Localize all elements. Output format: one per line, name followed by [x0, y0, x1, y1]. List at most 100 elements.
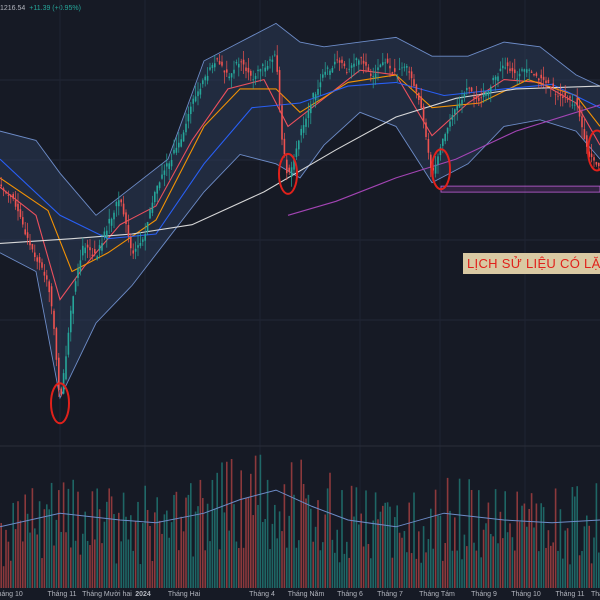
candle-body	[418, 92, 420, 101]
candle-body	[576, 98, 578, 106]
candle-body	[562, 96, 564, 99]
ma-line-5	[287, 104, 600, 216]
candle-body	[319, 82, 322, 88]
volume-bar	[401, 537, 403, 588]
volume-bar	[370, 558, 372, 588]
candle-body	[377, 67, 379, 70]
candle-body	[492, 77, 494, 81]
candle-body	[401, 67, 403, 69]
candle-body	[151, 202, 154, 213]
candle-body	[427, 139, 430, 153]
candle-body	[132, 250, 134, 254]
candle-body	[204, 76, 206, 81]
volume-bar	[106, 501, 108, 588]
candle-body	[406, 66, 408, 68]
volume-bar	[382, 505, 384, 588]
volume-bar	[511, 537, 514, 588]
candle-body	[470, 87, 473, 92]
x-tick-label: Tháng 4	[249, 591, 275, 598]
volume-bar	[89, 545, 91, 588]
volume-bar	[67, 488, 70, 588]
candle-body	[197, 91, 199, 97]
candle-body	[437, 156, 439, 165]
volume-bar	[514, 550, 516, 588]
candle-body	[336, 59, 338, 61]
volume-bar	[454, 517, 456, 588]
support-rect	[440, 185, 600, 193]
volume-bar	[360, 513, 362, 588]
volume-bar	[180, 516, 182, 588]
candle-body	[55, 328, 58, 360]
volume-bar	[226, 461, 228, 588]
volume-panel	[0, 445, 600, 588]
candle-body	[317, 88, 319, 95]
low-marker-1	[50, 382, 70, 425]
candle-body	[240, 61, 242, 63]
candle-body	[302, 125, 305, 133]
volume-bar	[343, 553, 346, 588]
volume-bar	[362, 546, 365, 588]
candle-body	[65, 356, 67, 380]
candle-body	[430, 154, 432, 168]
volume-bar	[422, 526, 425, 588]
candle-body	[216, 58, 218, 60]
candle-body	[149, 209, 151, 219]
volume-bar	[264, 519, 266, 588]
candle-body	[274, 54, 276, 56]
volume-bar	[223, 512, 226, 588]
x-tick-label: Tháng 7	[377, 591, 403, 598]
candle-body	[254, 75, 257, 79]
volume-bar	[233, 504, 235, 588]
candle-body	[511, 67, 514, 72]
candle-body	[338, 60, 341, 63]
volume-bar	[166, 510, 168, 588]
candle-body	[106, 230, 108, 239]
volume-bar	[413, 492, 415, 588]
volume-bar	[509, 523, 511, 588]
candle-body	[86, 244, 89, 248]
candle-body	[379, 64, 382, 68]
volume-bar	[103, 521, 106, 588]
volume-bar	[420, 562, 422, 588]
volume-bar	[554, 488, 557, 588]
candle-body	[504, 67, 506, 69]
price-header: 1216.54 +11.39 (+0.95%)	[0, 5, 81, 12]
volume-bar	[326, 488, 329, 588]
candle-body	[226, 69, 228, 73]
volume-bar	[48, 509, 50, 588]
bollinger-lower	[0, 111, 600, 400]
candle-body	[329, 70, 331, 75]
volume-bar	[199, 479, 202, 588]
last-price: 1216.54	[0, 5, 26, 12]
volume-bar	[312, 541, 314, 588]
candle-body	[5, 192, 7, 194]
volume-bar	[266, 479, 269, 588]
candle-body	[348, 68, 350, 70]
volume-bar	[533, 527, 535, 588]
volume-bar	[98, 509, 101, 588]
candle-body	[466, 87, 468, 91]
volume-bar	[209, 541, 211, 588]
volume-bar	[504, 491, 506, 588]
candle-body	[343, 63, 346, 67]
volume-bar	[132, 550, 134, 588]
volume-bar	[242, 547, 245, 588]
candle-body	[38, 257, 41, 263]
volume-bar	[346, 541, 348, 588]
candle-body	[458, 103, 461, 108]
volume-bar	[72, 479, 74, 588]
volume-bar	[557, 550, 559, 588]
volume-bar	[276, 538, 278, 588]
candle-body	[84, 247, 86, 254]
candle-body	[62, 373, 65, 394]
volume-bar	[43, 509, 46, 588]
volume-bar	[367, 543, 370, 588]
candle-body	[389, 65, 391, 69]
candle-body	[554, 94, 557, 96]
candle-body	[593, 157, 595, 161]
volume-bar	[259, 454, 262, 588]
volume-bar	[559, 509, 562, 588]
candle-body	[36, 257, 38, 262]
volume-bar	[355, 487, 358, 588]
